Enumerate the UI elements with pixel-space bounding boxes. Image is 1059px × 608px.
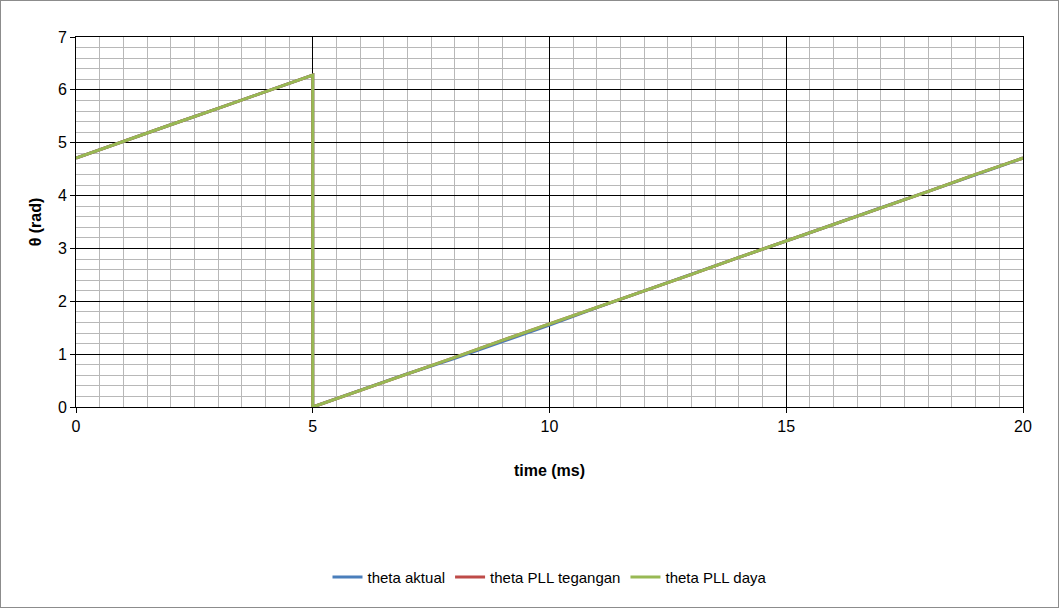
- svg-text:2: 2: [58, 293, 67, 310]
- svg-text:7: 7: [58, 29, 67, 46]
- svg-text:3: 3: [58, 240, 67, 257]
- svg-text:0: 0: [58, 399, 67, 416]
- svg-text:θ (rad): θ (rad): [27, 198, 44, 247]
- svg-text:theta PLL daya: theta PLL daya: [665, 569, 766, 586]
- svg-text:time (ms): time (ms): [514, 462, 585, 479]
- svg-text:20: 20: [1014, 418, 1032, 435]
- svg-text:5: 5: [308, 418, 317, 435]
- svg-text:5: 5: [58, 134, 67, 151]
- svg-text:6: 6: [58, 81, 67, 98]
- svg-text:15: 15: [777, 418, 795, 435]
- svg-text:0: 0: [72, 418, 81, 435]
- svg-text:theta aktual: theta aktual: [368, 569, 446, 586]
- svg-text:10: 10: [541, 418, 559, 435]
- svg-text:1: 1: [58, 346, 67, 363]
- svg-text:theta PLL tegangan: theta PLL tegangan: [490, 569, 620, 586]
- svg-text:4: 4: [58, 187, 67, 204]
